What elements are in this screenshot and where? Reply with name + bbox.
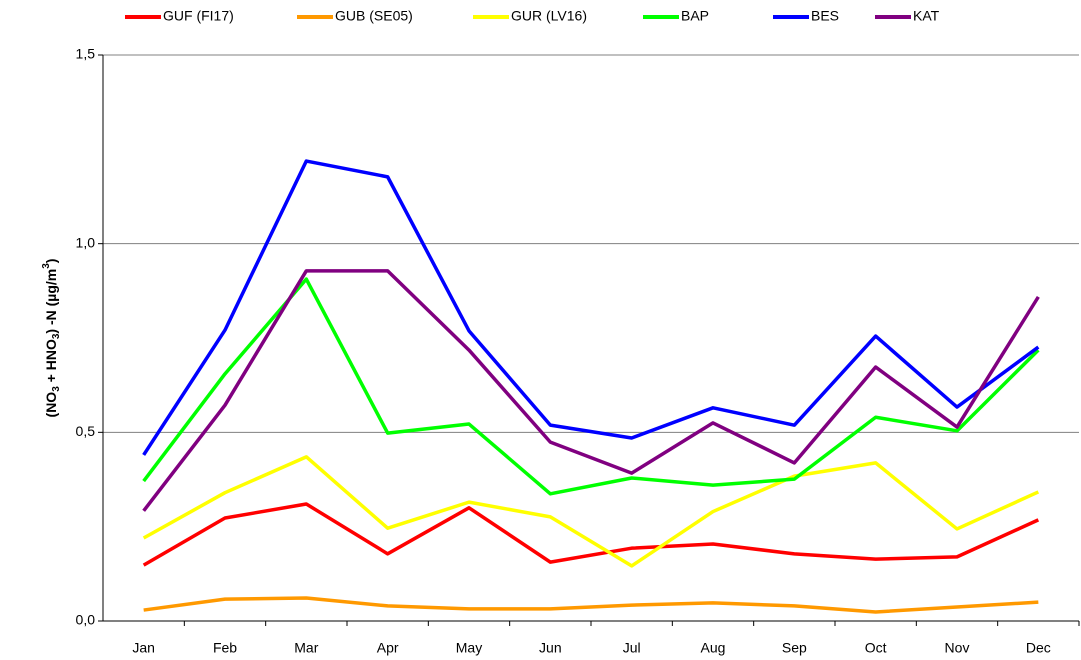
y-label-part: ) (43, 259, 59, 264)
series-line (142, 269, 1040, 512)
legend-label: GUB (SE05) (335, 8, 413, 24)
y-label-sup: 3 (41, 263, 52, 269)
x-tick-label: Sep (782, 640, 807, 656)
x-tick-label: Jul (623, 640, 641, 656)
legend-label: KAT (913, 8, 940, 24)
x-tick-label: Jan (132, 640, 155, 656)
series-line (142, 455, 1040, 568)
y-tick-label: 1,0 (76, 234, 96, 250)
y-tick-label: 0,5 (76, 423, 96, 439)
y-label-sub: 3 (51, 333, 62, 339)
x-tick-label: Oct (865, 640, 887, 656)
x-tick-label: Aug (701, 640, 726, 656)
y-label-sub: 3 (51, 386, 62, 392)
series-line (142, 502, 1040, 567)
x-tick-label: Apr (377, 640, 399, 656)
x-tick-label: May (456, 640, 482, 656)
x-tick-label: Nov (945, 640, 970, 656)
legend-label: GUR (LV16) (511, 8, 587, 24)
y-tick-label: 1,5 (76, 46, 96, 62)
y-tick-label: 0,0 (76, 612, 96, 628)
legend-label: GUF (FI17) (163, 8, 234, 24)
series-line (143, 596, 1039, 614)
y-label-part: (NO (43, 392, 59, 418)
y-label-part: ) -N (µg/m (43, 269, 59, 334)
legend-label: BAP (681, 8, 709, 24)
x-tick-label: Mar (294, 640, 318, 656)
series-line (142, 159, 1040, 456)
y-label-part: + HNO (43, 339, 59, 386)
legend-label: BES (811, 8, 839, 24)
y-axis-label: (NO3 + HNO3) -N (µg/m3) (41, 259, 62, 418)
x-tick-label: Jun (539, 640, 562, 656)
x-tick-label: Dec (1026, 640, 1051, 656)
x-tick-label: Feb (213, 640, 237, 656)
